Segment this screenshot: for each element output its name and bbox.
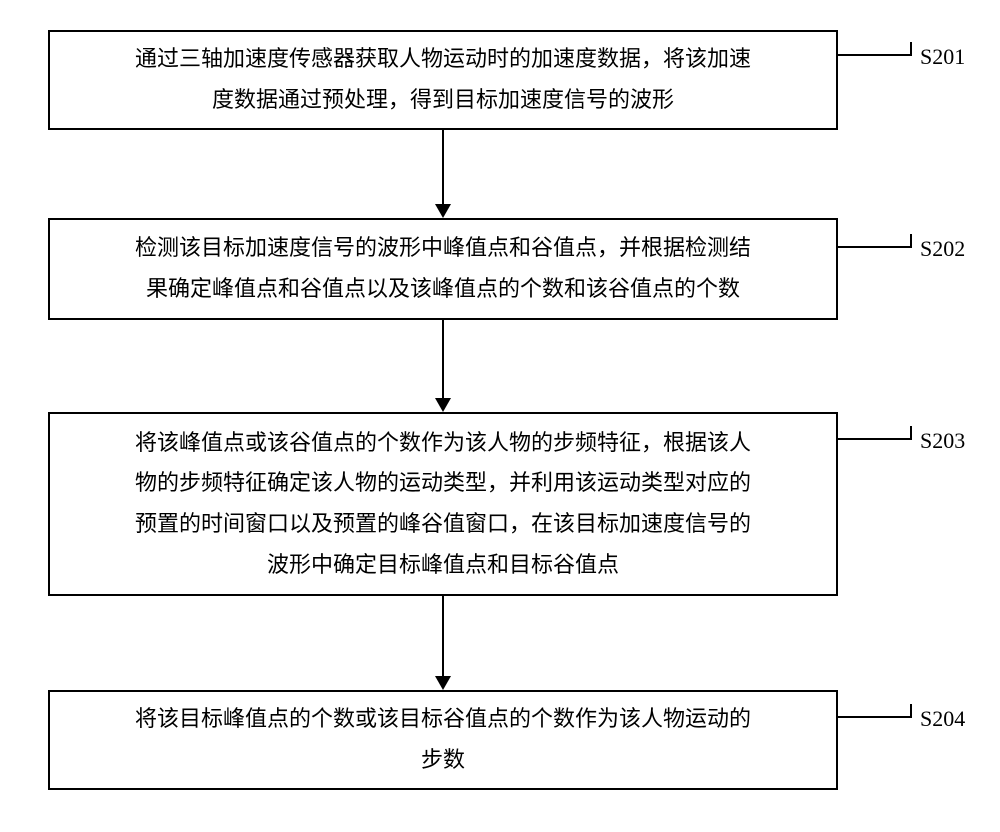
step-box-s204: 将该目标峰值点的个数或该目标谷值点的个数作为该人物运动的步数: [48, 690, 838, 790]
step-box-s202: 检测该目标加速度信号的波形中峰值点和谷值点，并根据检测结果确定峰值点和谷值点以及…: [48, 218, 838, 320]
step-text-s203: 将该峰值点或该谷值点的个数作为该人物的步频特征，根据该人物的步频特征确定该人物的…: [135, 423, 751, 586]
arrow-1-line: [442, 130, 444, 204]
arrow-2-head: [435, 398, 451, 412]
connector-notch-s202: [910, 234, 912, 248]
arrow-2-line: [442, 320, 444, 398]
step-box-s201: 通过三轴加速度传感器获取人物运动时的加速度数据，将该加速度数据通过预处理，得到目…: [48, 30, 838, 130]
step-text-s202: 检测该目标加速度信号的波形中峰值点和谷值点，并根据检测结果确定峰值点和谷值点以及…: [135, 228, 751, 309]
connector-s201: [838, 54, 912, 56]
step-label-s204: S204: [920, 706, 965, 732]
connector-notch-s204: [910, 704, 912, 718]
connector-s203: [838, 438, 912, 440]
step-label-s201: S201: [920, 44, 965, 70]
step-label-s203: S203: [920, 428, 965, 454]
arrow-1-head: [435, 204, 451, 218]
connector-s204: [838, 716, 912, 718]
step-label-s202: S202: [920, 236, 965, 262]
connector-notch-s201: [910, 42, 912, 56]
connector-s202: [838, 246, 912, 248]
flowchart-canvas: 通过三轴加速度传感器获取人物运动时的加速度数据，将该加速度数据通过预处理，得到目…: [0, 0, 1000, 832]
arrow-3-line: [442, 596, 444, 676]
connector-notch-s203: [910, 426, 912, 440]
step-text-s204: 将该目标峰值点的个数或该目标谷值点的个数作为该人物运动的步数: [135, 699, 751, 780]
step-text-s201: 通过三轴加速度传感器获取人物运动时的加速度数据，将该加速度数据通过预处理，得到目…: [135, 39, 751, 120]
step-box-s203: 将该峰值点或该谷值点的个数作为该人物的步频特征，根据该人物的步频特征确定该人物的…: [48, 412, 838, 596]
arrow-3-head: [435, 676, 451, 690]
